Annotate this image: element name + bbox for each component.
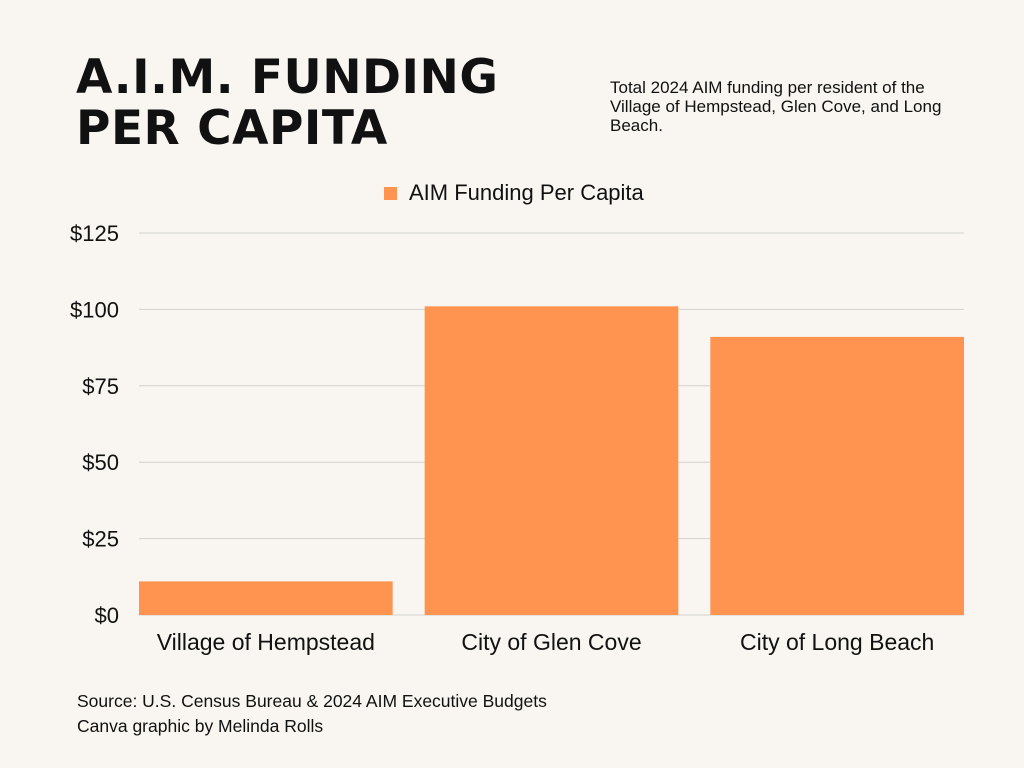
bar [139, 581, 393, 615]
y-tick-label: $25 [82, 527, 119, 552]
x-tick-label: City of Glen Cove [461, 629, 641, 655]
source-text: Source: U.S. Census Bureau & 2024 AIM Ex… [77, 691, 547, 711]
credit-text: Canva graphic by Melinda Rolls [77, 716, 324, 736]
bar [710, 336, 964, 615]
bar [424, 306, 679, 615]
chart-subtitle: Total 2024 AIM funding per resident of t… [610, 78, 942, 135]
y-tick-label: $75 [82, 374, 119, 399]
y-tick-label: $0 [95, 603, 119, 628]
chart-title-line-2: PER CAPITA [76, 101, 388, 156]
source-note: Source: U.S. Census Bureau & 2024 AIM Ex… [77, 689, 547, 739]
chart-legend: AIM Funding Per Capita [384, 180, 644, 206]
bar-chart: $0 $25 $50 $75 $100 $125 Village of Hempstead C… [70, 221, 964, 655]
legend-swatch [384, 186, 397, 200]
y-tick-label: $125 [70, 221, 119, 246]
y-tick-label: $50 [82, 450, 119, 475]
x-tick-label: City of Long Beach [740, 629, 934, 655]
chart-title: A.I.M. FUNDING PER CAPITA [76, 52, 536, 154]
x-tick-label: Village of Hempstead [157, 629, 375, 655]
y-tick-label: $100 [70, 297, 119, 322]
chart-title-line-1: A.I.M. FUNDING [76, 50, 499, 105]
legend-label: AIM Funding Per Capita [409, 180, 644, 205]
